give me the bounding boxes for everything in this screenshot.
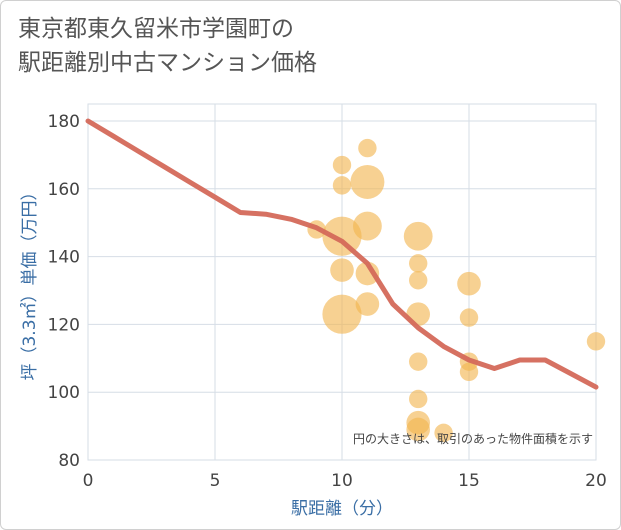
- bubble-point: [434, 423, 453, 443]
- y-tick-label: 80: [58, 451, 80, 471]
- y-tick-label: 160: [48, 180, 80, 200]
- bubble-point: [322, 294, 362, 334]
- bubble-point: [355, 261, 380, 286]
- trend-line: [85, 118, 599, 390]
- y-tick-label: 180: [48, 112, 80, 132]
- bubble-point: [332, 155, 352, 175]
- size-note: 円の大きさは、取引のあった物件面積を示す: [353, 431, 593, 446]
- bubble-series: [307, 138, 606, 443]
- y-tick-label: 100: [48, 383, 80, 403]
- bubble-point: [332, 176, 352, 195]
- chart-title-line-1: 東京都東久留米市学園町の: [18, 16, 294, 42]
- trend-series: [85, 118, 599, 390]
- bubble-point: [355, 292, 380, 316]
- bubble-point: [459, 362, 479, 382]
- x-tick-label: 20: [585, 471, 607, 491]
- chart-title: 東京都東久留米市学園町の 駅距離別中古マンション価格: [18, 12, 317, 80]
- bubble-point: [457, 271, 481, 296]
- bubble-point: [330, 258, 354, 282]
- chart-title-line-2: 駅距離別中古マンション価格: [18, 50, 317, 76]
- x-tick-label: 10: [331, 471, 353, 491]
- x-tick-label: 5: [210, 471, 221, 491]
- x-axis-label: 駅距離（分）: [291, 499, 393, 519]
- y-axis-label: 坪（3.3㎡）単価（万円）: [20, 183, 40, 380]
- bubble-point: [409, 389, 428, 409]
- bubble-point: [403, 221, 433, 251]
- bubble-point: [406, 417, 431, 442]
- bubble-point: [322, 216, 362, 256]
- x-tick-label: 15: [458, 471, 480, 491]
- x-tick-label: 0: [83, 471, 94, 491]
- bubble-point: [586, 332, 606, 351]
- tick-labels: 0 5 10 15 20 80 100 120 140 160 180: [48, 112, 607, 491]
- bubble-point: [409, 352, 428, 371]
- bubble-point: [409, 271, 428, 290]
- bubble-point: [409, 254, 428, 273]
- bubble-point: [358, 138, 377, 158]
- y-tick-label: 140: [48, 248, 80, 268]
- y-tick-label: 120: [48, 315, 80, 335]
- bubble-point: [353, 211, 382, 241]
- bubble-point: [350, 164, 385, 199]
- bubble-point: [459, 308, 479, 327]
